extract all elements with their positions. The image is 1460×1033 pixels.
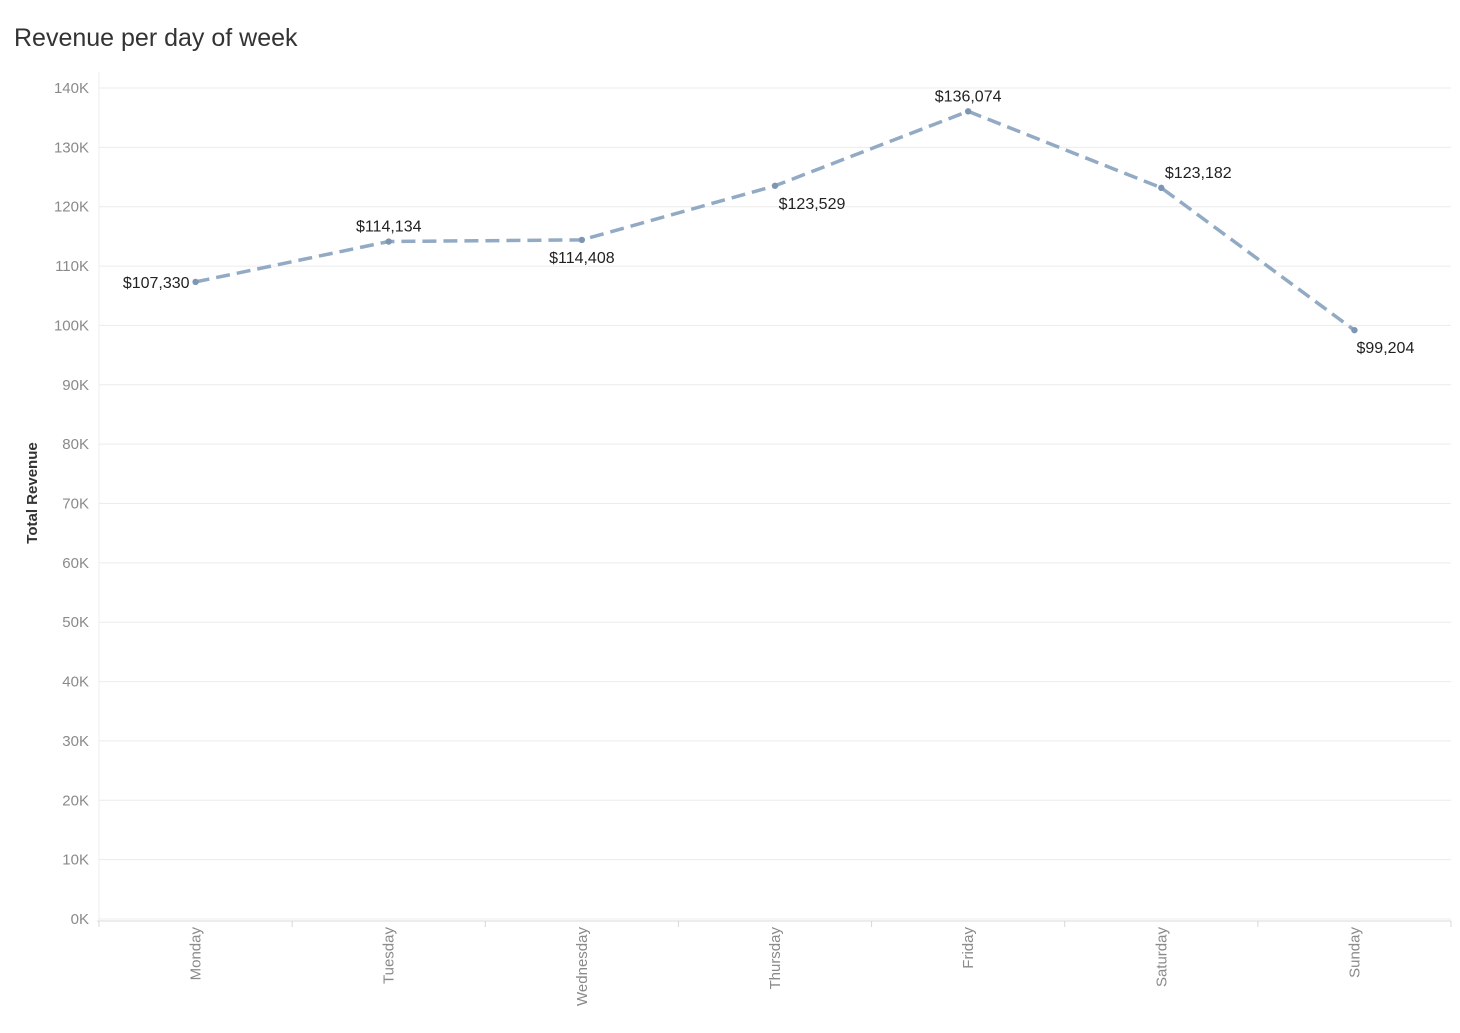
x-axis	[97, 72, 1452, 927]
data-label: $114,408	[549, 250, 615, 267]
data-label: $99,204	[1357, 340, 1415, 357]
x-tick-label: Sunday	[1346, 927, 1363, 978]
y-tick-label: 50K	[62, 614, 89, 631]
x-tick-label: Thursday	[767, 927, 784, 990]
x-tick-label: Wednesday	[574, 927, 591, 1006]
data-point	[1158, 184, 1165, 192]
data-point	[578, 236, 586, 244]
y-tick-label: 110K	[55, 258, 89, 275]
x-tick-label: Friday	[960, 927, 977, 969]
data-point	[1351, 326, 1358, 334]
x-tick-label: Saturday	[1153, 927, 1170, 988]
y-tick-label: 120K	[54, 199, 89, 216]
y-tick-label: 0K	[71, 911, 89, 928]
y-tick-label: 20K	[62, 792, 89, 809]
y-tick-label: 30K	[62, 733, 89, 750]
data-labels: $107,330 $114,134 $114,408 $123,529 $136,074…	[123, 88, 1415, 357]
y-tick-label: 70K	[62, 496, 89, 513]
y-tick-label: 140K	[54, 80, 89, 97]
data-point	[964, 108, 972, 115]
y-tick-label: 80K	[62, 436, 89, 453]
gridlines	[99, 87, 1451, 920]
y-tick-label: 40K	[62, 674, 89, 691]
y-axis-ticks: 0K 10K 20K 30K 40K 50K 60K 70K 80K 90K 100K 110K 120…	[54, 80, 89, 928]
data-points	[192, 108, 1358, 334]
y-tick-label: 100K	[54, 317, 89, 334]
x-axis-ticks: Monday Tuesday Wednesday Thursday Friday Satu…	[188, 927, 1364, 1006]
data-label: $114,134	[356, 219, 422, 236]
y-tick-label: 130K	[54, 139, 89, 156]
chart-title: Revenue per day of week	[14, 24, 298, 52]
data-point	[192, 278, 199, 286]
data-label: $107,330	[123, 275, 190, 292]
data-point	[385, 238, 392, 245]
data-label: $123,182	[1165, 165, 1232, 182]
x-tick-label: Tuesday	[381, 927, 398, 984]
x-tick-label: Monday	[188, 927, 205, 981]
data-point	[771, 182, 779, 189]
y-tick-label: 90K	[62, 377, 89, 394]
y-tick-label: 10K	[62, 852, 89, 869]
data-label: $136,074	[935, 88, 1002, 105]
y-axis-label: Total Revenue	[24, 442, 41, 543]
data-label: $123,529	[779, 196, 846, 213]
y-tick-label: 60K	[62, 555, 89, 572]
